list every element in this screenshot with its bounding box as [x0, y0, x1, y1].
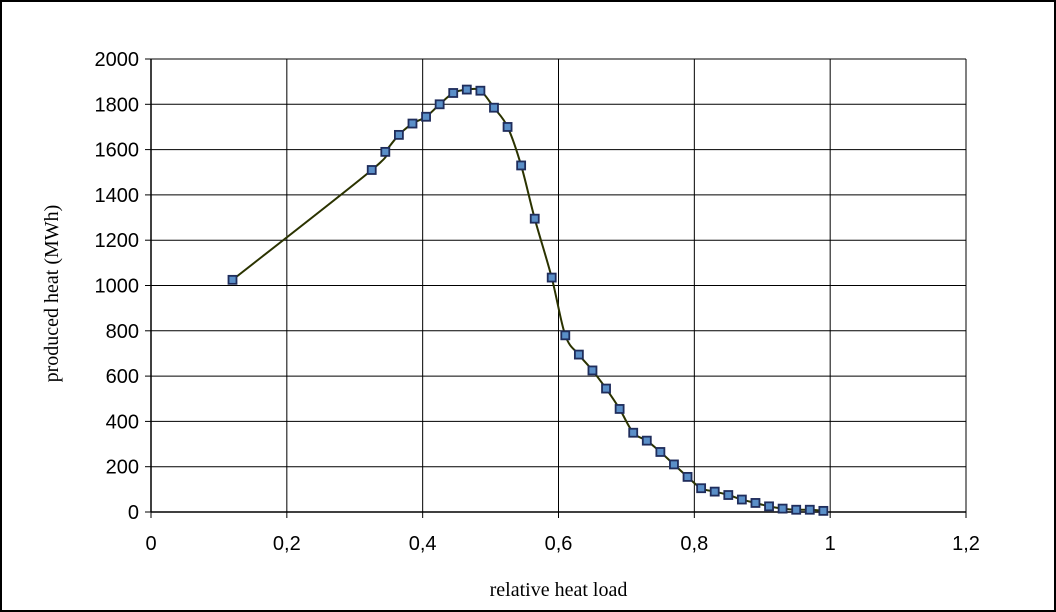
data-point-marker — [489, 102, 499, 113]
data-point-marker — [573, 349, 584, 360]
data-point-marker — [614, 404, 625, 414]
y-tick-label: 1000 — [95, 276, 140, 298]
data-point-marker — [529, 213, 540, 224]
data-point-marker — [546, 272, 557, 283]
data-point-marker — [516, 160, 527, 171]
data-point-marker — [475, 85, 486, 96]
series-line-group — [231, 87, 824, 512]
y-tick-label: 600 — [106, 366, 139, 388]
x-tick-label: 0 — [145, 533, 156, 555]
y-tick-label: 1800 — [95, 94, 140, 116]
data-point-marker — [628, 427, 639, 438]
y-tick-label: 0 — [128, 502, 139, 524]
data-point-marker — [736, 494, 747, 505]
data-point-marker — [560, 330, 571, 341]
tick-labels: 0 200 400 600 800 1000 1200 1400 1600 1800 2000 0 0,… — [95, 49, 980, 555]
data-point-marker — [655, 447, 666, 457]
data-point-marker — [601, 383, 611, 394]
x-tick-label: 0,2 — [273, 533, 301, 555]
y-tick-label: 1600 — [95, 140, 140, 162]
x-axis-title: relative heat load — [490, 579, 628, 601]
data-point-marker — [750, 498, 761, 508]
x-tick-label: 0,4 — [409, 533, 437, 555]
data-markers — [227, 84, 829, 516]
data-point-marker — [682, 471, 693, 482]
data-point-marker — [804, 504, 815, 515]
data-point-marker — [461, 84, 472, 95]
data-point-marker — [777, 503, 788, 514]
x-tick-label: 1 — [825, 533, 836, 555]
data-point-marker — [764, 501, 774, 512]
y-tick-label: 1400 — [95, 185, 140, 207]
series-line — [231, 87, 824, 512]
data-point-marker — [407, 118, 418, 129]
data-point-marker — [791, 504, 802, 515]
axes — [145, 58, 967, 518]
y-axis-title: produced heat (MWh) — [41, 205, 63, 383]
data-point-marker — [641, 435, 652, 446]
data-point-marker — [723, 490, 734, 500]
grid-lines — [151, 58, 967, 512]
y-tick-label: 400 — [106, 411, 139, 433]
data-point-marker — [393, 129, 404, 140]
y-tick-label: 200 — [106, 457, 139, 479]
data-point-marker — [818, 505, 829, 516]
y-tick-label: 2000 — [95, 49, 140, 71]
data-point-marker — [227, 274, 238, 285]
data-point-marker — [366, 165, 377, 175]
y-tick-label: 800 — [106, 321, 139, 343]
y-tick-label: 1200 — [95, 230, 140, 252]
data-point-marker — [421, 111, 431, 122]
data-point-marker — [587, 365, 598, 376]
data-point-marker — [669, 459, 679, 470]
data-point-marker — [448, 88, 459, 98]
data-point-marker — [434, 99, 445, 110]
data-point-marker — [709, 486, 720, 497]
data-point-marker — [502, 122, 513, 132]
x-tick-label: 1,2 — [952, 533, 980, 555]
x-tick-label: 0,6 — [545, 533, 573, 555]
x-tick-label: 0,8 — [680, 533, 708, 555]
data-point-marker — [380, 146, 391, 157]
data-point-marker — [696, 483, 707, 494]
